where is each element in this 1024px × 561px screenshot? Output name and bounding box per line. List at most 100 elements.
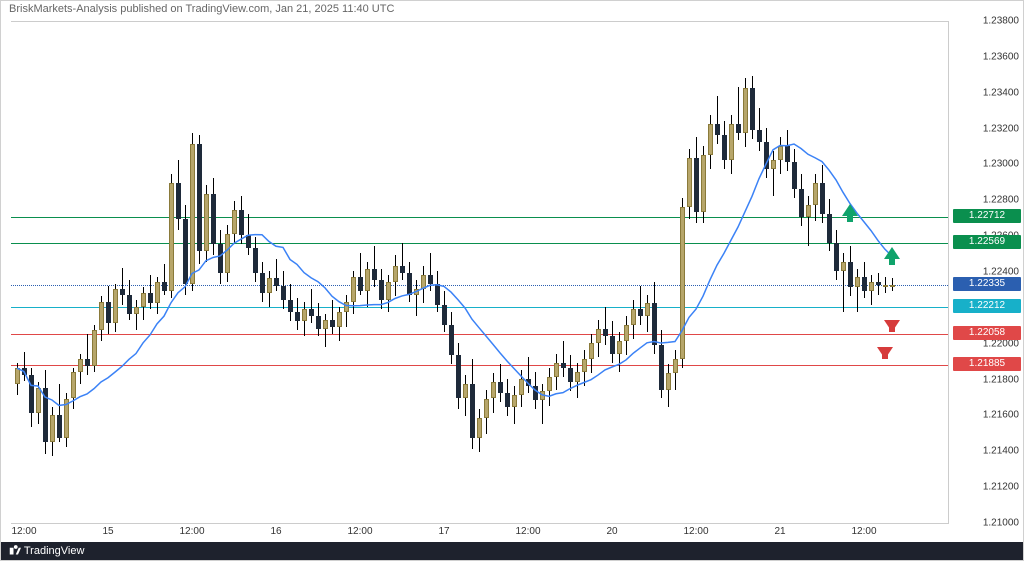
candle-body <box>631 309 636 325</box>
candle-body <box>764 142 769 169</box>
price-plot[interactable] <box>11 21 949 524</box>
candle-body <box>379 280 384 300</box>
candle-body <box>617 341 622 354</box>
candle-wick <box>430 253 431 291</box>
candle-body <box>680 207 685 359</box>
candle-body <box>827 214 832 243</box>
candle-body <box>323 320 328 329</box>
candle-body <box>834 243 839 272</box>
candle-body <box>197 144 202 252</box>
candle-body <box>505 393 510 407</box>
candle-wick <box>24 352 25 381</box>
candle-body <box>64 399 69 438</box>
candle-body <box>526 379 531 386</box>
candle-wick <box>311 289 312 323</box>
candle-body <box>141 293 146 307</box>
candle-body <box>372 269 377 280</box>
attribution-text: BriskMarkets-Analysis published on Tradi… <box>1 1 1023 21</box>
candle-body <box>554 363 559 377</box>
candle-body <box>785 146 790 162</box>
candle-body <box>883 285 888 287</box>
candle-body <box>862 277 867 291</box>
candle-body <box>43 388 48 442</box>
candle-body <box>330 320 335 327</box>
candle-body <box>449 325 454 355</box>
candle-body <box>50 415 55 442</box>
candle-wick <box>773 151 774 196</box>
candle-wick <box>717 96 718 144</box>
candle-body <box>841 262 846 271</box>
candle-body <box>239 210 244 235</box>
candle-body <box>589 343 594 359</box>
candle-body <box>855 277 860 288</box>
y-tick-label: 1.21400 <box>983 446 1019 457</box>
candle-body <box>344 302 349 313</box>
candle-body <box>638 309 643 316</box>
candle-wick <box>808 196 809 246</box>
candle-body <box>848 262 853 287</box>
candle-body <box>218 244 223 273</box>
candle-body <box>547 377 552 391</box>
candle-body <box>687 158 692 206</box>
candle-body <box>491 382 496 398</box>
candle-wick <box>332 300 333 334</box>
candle-body <box>456 355 461 398</box>
candle-body <box>470 384 475 438</box>
x-tick-label: 12:00 <box>683 526 708 537</box>
tradingview-logo-icon <box>9 544 21 556</box>
candle-body <box>540 391 545 400</box>
chart-container: BriskMarkets-Analysis published on Tradi… <box>0 0 1024 561</box>
price-label: 1.22712 <box>953 209 1021 223</box>
candle-wick <box>605 307 606 345</box>
candle-body <box>757 130 762 143</box>
candle-body <box>225 234 230 273</box>
candle-body <box>498 382 503 393</box>
candle-body <box>519 379 524 395</box>
candle-wick <box>416 280 417 316</box>
candle-body <box>484 399 489 419</box>
candle-body <box>246 235 251 248</box>
candle-body <box>442 305 447 325</box>
candle-body <box>92 330 97 366</box>
candle-wick <box>528 357 529 393</box>
arrow-up-icon <box>884 247 900 259</box>
candle-body <box>281 286 286 300</box>
candle-body <box>253 248 258 273</box>
candle-body <box>127 295 132 315</box>
candle-body <box>267 278 272 292</box>
candle-body <box>393 266 398 282</box>
y-axis: 1.210001.212001.214001.216001.218001.220… <box>951 21 1023 524</box>
candle-wick <box>276 259 277 291</box>
candle-body <box>428 275 433 284</box>
candle-body <box>316 316 321 329</box>
candle-body <box>463 384 468 398</box>
candle-body <box>799 189 804 218</box>
y-tick-label: 1.23000 <box>983 159 1019 170</box>
candle-body <box>645 303 650 316</box>
candle-body <box>407 273 412 295</box>
candle-body <box>85 359 90 366</box>
candle-wick <box>136 300 137 330</box>
candle-body <box>260 273 265 293</box>
candle-body <box>15 368 20 384</box>
candle-body <box>596 329 601 343</box>
candle-body <box>750 88 755 129</box>
candle-body <box>512 395 517 408</box>
price-label: 1.21885 <box>953 357 1021 371</box>
candle-body <box>561 363 566 368</box>
candle-body <box>295 312 300 321</box>
candle-body <box>533 386 538 400</box>
y-tick-label: 1.23200 <box>983 123 1019 134</box>
horizontal-level-line <box>11 334 948 335</box>
y-tick-label: 1.21200 <box>983 482 1019 493</box>
candle-body <box>288 300 293 313</box>
x-tick-label: 12:00 <box>347 526 372 537</box>
arrow-down-icon <box>884 320 900 332</box>
candle-body <box>232 210 237 233</box>
x-tick-label: 17 <box>438 526 449 537</box>
candle-body <box>435 284 440 306</box>
candle-body <box>106 302 111 324</box>
candle-body <box>183 219 188 284</box>
candle-body <box>78 359 83 372</box>
price-label: 1.22569 <box>953 235 1021 249</box>
